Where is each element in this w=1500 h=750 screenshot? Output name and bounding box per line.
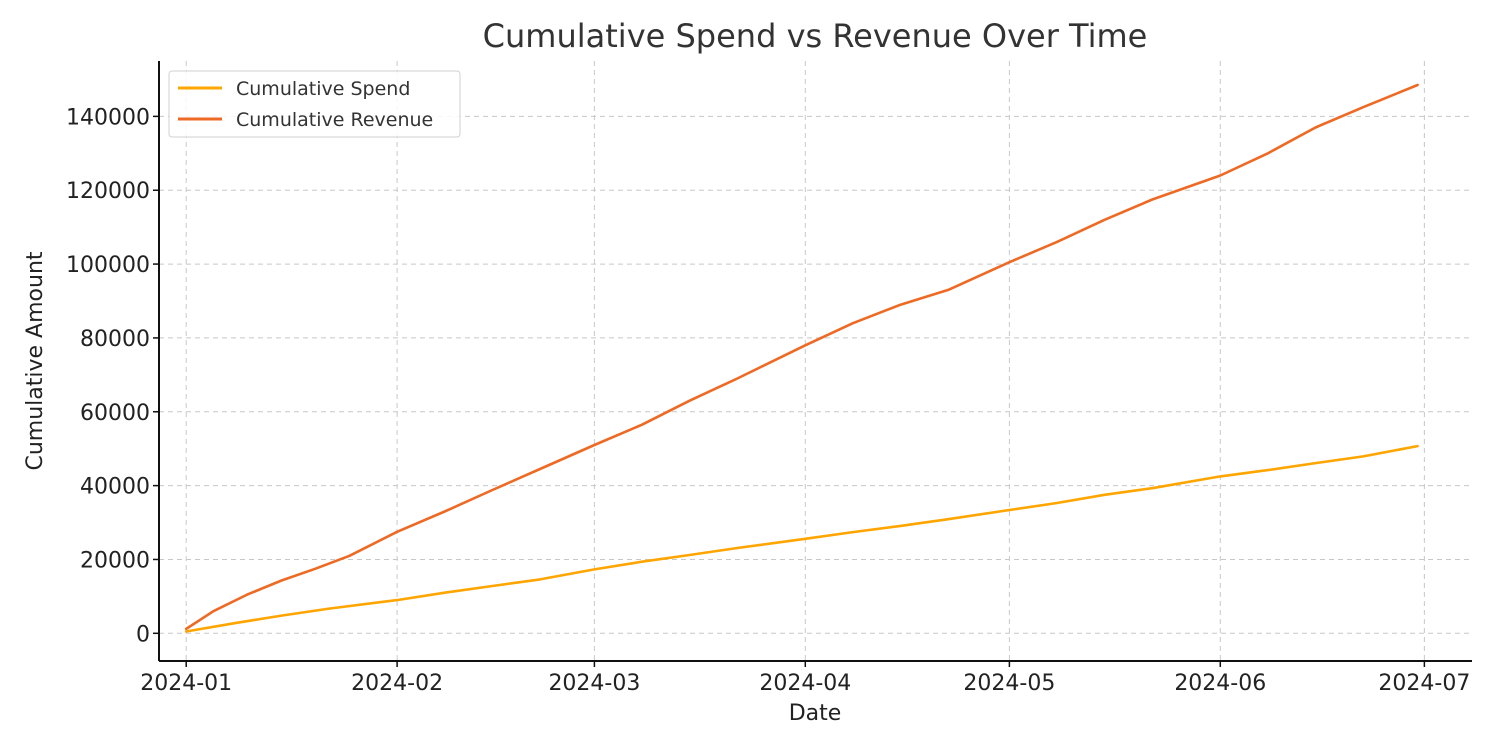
y-tick-label: 120000 xyxy=(66,179,150,204)
x-tick-label: 2024-04 xyxy=(759,671,851,696)
legend-label-spend: Cumulative Spend xyxy=(236,78,410,100)
y-tick-label: 80000 xyxy=(80,327,150,352)
series-line-spend xyxy=(184,444,1419,633)
x-tick-label: 2024-01 xyxy=(140,671,232,696)
y-tick-label: 100000 xyxy=(66,253,150,278)
y-tick-label: 0 xyxy=(136,622,150,647)
legend-frame xyxy=(168,70,461,138)
legend: Cumulative Spend Cumulative Revenue xyxy=(168,70,461,138)
x-tick-label: 2024-03 xyxy=(548,671,640,696)
plot-area xyxy=(184,83,1419,633)
x-tick-label: 2024-02 xyxy=(351,671,443,696)
x-tick-label: 2024-05 xyxy=(963,671,1055,696)
y-tick-label: 40000 xyxy=(80,475,150,500)
y-axis-label: Cumulative Amount xyxy=(23,251,48,470)
y-tick-label: 20000 xyxy=(80,548,150,573)
legend-label-revenue: Cumulative Revenue xyxy=(236,109,433,131)
grid xyxy=(159,61,1472,661)
series-line-revenue xyxy=(184,83,1419,631)
ticks: 2024-01 2024-02 2024-03 2024-04 2024-05 2024-… xyxy=(66,105,1470,696)
x-tick-label: 2024-06 xyxy=(1174,671,1266,696)
chart-title: Cumulative Spend vs Revenue Over Time xyxy=(483,17,1148,55)
x-axis-label: Date xyxy=(789,701,842,726)
y-tick-label: 140000 xyxy=(66,105,150,130)
x-tick-label: 2024-07 xyxy=(1378,671,1470,696)
y-tick-label: 60000 xyxy=(80,401,150,426)
